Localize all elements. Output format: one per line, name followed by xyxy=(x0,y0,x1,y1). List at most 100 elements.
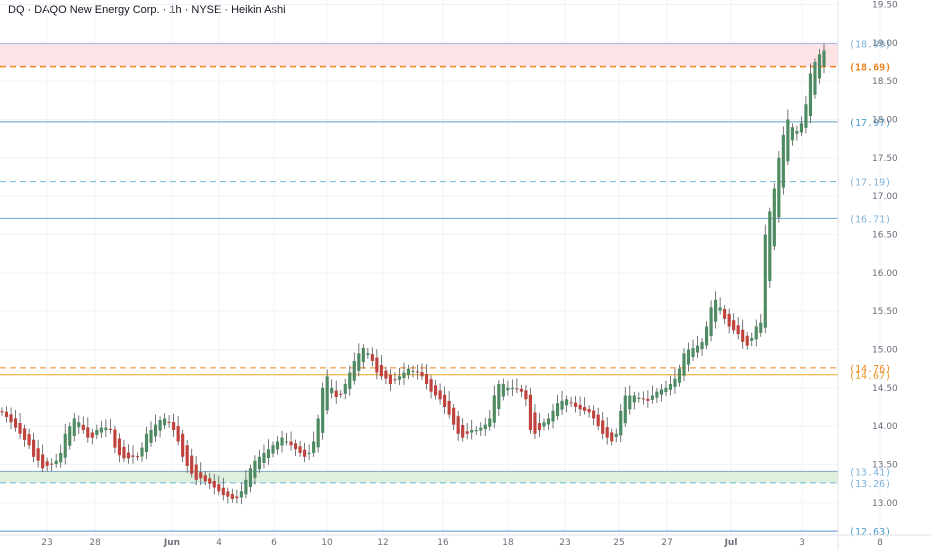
candle-body xyxy=(203,475,207,482)
candle-body xyxy=(212,480,216,488)
candle-body xyxy=(108,428,112,430)
candle-body xyxy=(330,387,334,394)
candle-body xyxy=(126,452,131,459)
candle-body xyxy=(388,374,392,384)
candle-body xyxy=(244,479,248,495)
candle-body xyxy=(786,119,790,162)
candle-body xyxy=(781,134,785,188)
candle-body xyxy=(366,353,370,356)
candle-body xyxy=(795,131,799,134)
x-tick-label: 4 xyxy=(216,538,222,548)
candle-body xyxy=(63,433,67,458)
candle-body xyxy=(537,423,542,430)
candle-body xyxy=(90,432,94,438)
candle-body xyxy=(632,395,636,403)
candle-body xyxy=(217,484,221,492)
candle-body xyxy=(104,427,108,431)
candle-body xyxy=(13,418,18,428)
candle-body xyxy=(275,441,280,450)
candle-body xyxy=(560,400,564,410)
x-tick-label: 27 xyxy=(661,538,672,548)
y-tick-label: 19.00 xyxy=(872,39,898,49)
candle-body xyxy=(167,421,171,423)
candle-body xyxy=(321,387,325,433)
candle-body xyxy=(682,353,686,376)
candle-body xyxy=(443,394,447,407)
candle-body xyxy=(32,439,36,457)
level-label: (18.99) xyxy=(849,40,891,51)
candle-body xyxy=(357,353,361,371)
candle-body xyxy=(614,433,618,437)
candle-body xyxy=(817,54,822,79)
candle-body xyxy=(727,313,731,327)
candle-body xyxy=(95,429,99,436)
candle-body xyxy=(501,383,505,397)
level-label: (14.76) xyxy=(849,364,891,375)
x-tick-label: 6 xyxy=(271,538,277,548)
candle-body xyxy=(497,383,501,410)
support-resistance-zones xyxy=(0,43,838,483)
chart-title: DQ · DAQO New Energy Corp. · 1h · NYSE ·… xyxy=(8,4,286,16)
candle-body xyxy=(54,460,58,465)
candle-body xyxy=(646,398,650,401)
candle-body xyxy=(262,452,266,463)
candle-body xyxy=(325,376,329,411)
candle-body xyxy=(601,420,605,434)
candle-body xyxy=(741,329,745,342)
candle-body xyxy=(628,395,632,410)
candle-body xyxy=(176,426,180,442)
candle-body xyxy=(194,464,198,480)
candle-body xyxy=(81,424,85,430)
candle-body xyxy=(754,326,758,340)
candle-body xyxy=(334,390,338,398)
candle-body xyxy=(452,407,456,425)
y-tick-label: 19.50 xyxy=(872,1,898,11)
candle-body xyxy=(772,188,776,247)
candle-body xyxy=(492,395,496,423)
y-tick-label: 13.00 xyxy=(872,499,898,509)
candle-body xyxy=(768,211,772,282)
candle-body xyxy=(664,387,668,393)
x-tick-label: 12 xyxy=(377,538,388,548)
candle-body xyxy=(352,360,356,381)
candle-body xyxy=(181,433,185,457)
candle-body xyxy=(804,104,808,128)
x-tick-label: 23 xyxy=(41,538,52,548)
x-tick-label: 23 xyxy=(559,538,570,548)
candle-body xyxy=(411,370,415,372)
candle-body xyxy=(280,437,284,446)
candle-body xyxy=(406,368,411,376)
candle-body xyxy=(718,307,722,311)
candle-body xyxy=(456,416,460,434)
candle-body xyxy=(384,370,388,379)
level-label: (12.63) xyxy=(849,527,891,538)
candle-body xyxy=(686,349,691,365)
candle-body xyxy=(27,434,31,446)
candle-body xyxy=(339,393,343,395)
candle-body xyxy=(18,423,22,434)
candle-body xyxy=(483,424,487,430)
candle-body xyxy=(723,308,727,319)
y-tick-label: 16.00 xyxy=(872,269,898,279)
candle-body xyxy=(149,429,153,443)
x-tick-label: 16 xyxy=(437,538,449,548)
candle-body xyxy=(77,422,81,428)
candle-body xyxy=(135,456,140,458)
x-tick-label: Jul xyxy=(724,538,738,548)
candle-body xyxy=(637,397,641,399)
candle-body xyxy=(397,376,402,380)
candle-body xyxy=(510,387,514,390)
candle-body xyxy=(528,394,533,430)
candle-body xyxy=(691,347,695,358)
candle-body xyxy=(86,427,90,438)
candle-body xyxy=(293,443,298,450)
candle-body xyxy=(153,424,158,437)
candle-body xyxy=(226,491,230,497)
level-label: (13.26) xyxy=(849,479,891,490)
candle-body xyxy=(524,390,528,400)
y-tick-label: 18.00 xyxy=(872,116,898,126)
candle-body xyxy=(316,418,320,448)
candle-body xyxy=(619,410,623,436)
candle-body xyxy=(813,62,817,95)
